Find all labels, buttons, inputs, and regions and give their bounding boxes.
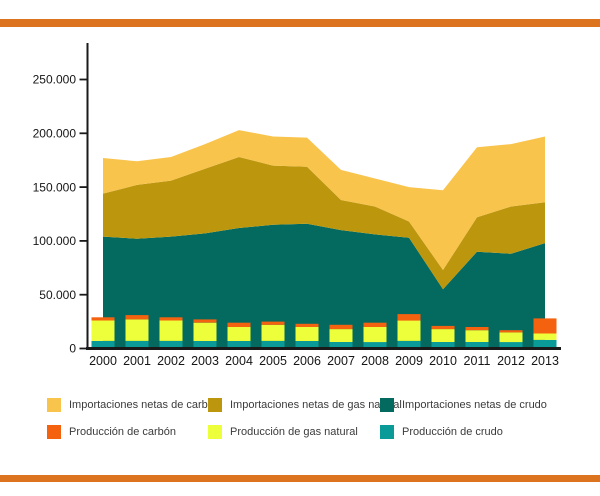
y-axis-tick-label: 250.000 — [33, 73, 77, 87]
legend-item-coal-imports: Importaciones netas de carbón — [47, 397, 220, 412]
coal-production-swatch — [47, 424, 61, 439]
y-axis-tick-label: 150.000 — [33, 180, 77, 194]
bar-2012-coal-production — [499, 330, 523, 333]
bar-2007-crude-production — [329, 342, 353, 349]
stacked-area-bar-chart: 0 50.000 100.000 150.000 200.000 250.000 2000 2… — [33, 43, 561, 368]
bar-2012-crude-production — [499, 342, 523, 349]
bar-2009-gas-production — [397, 320, 421, 341]
bar-2010-crude-production — [431, 342, 455, 349]
bar-2008-coal-production — [363, 322, 387, 327]
bar-2006-coal-production — [295, 323, 319, 327]
bar-2013-crude-production — [533, 339, 557, 349]
x-axis-year-label: 2010 — [429, 354, 457, 368]
legend-item-gas-imports: Importaciones netas de gas natural — [208, 397, 402, 412]
crude-imports-swatch — [380, 397, 394, 412]
bar-2005-gas-production — [261, 324, 285, 341]
bar-2011-coal-production — [465, 327, 489, 331]
gas-imports-swatch — [208, 397, 222, 412]
bar-2006-gas-production — [295, 327, 319, 341]
legend-label-coal-imports: Importaciones netas de carbón — [69, 398, 221, 411]
bar-2003-crude-production — [193, 341, 217, 349]
bar-2008-crude-production — [363, 342, 387, 349]
legend-item-coal-production: Producción de carbón — [47, 424, 176, 439]
bar-2004-coal-production — [227, 322, 251, 327]
bar-2003-gas-production — [193, 322, 217, 341]
x-axis-year-label: 2008 — [361, 354, 389, 368]
coal-imports-swatch — [47, 397, 61, 412]
legend-label-gas-production: Producción de gas natural — [230, 425, 358, 438]
legend-item-gas-production: Producción de gas natural — [208, 424, 358, 439]
x-axis-year-label: 2007 — [327, 354, 355, 368]
y-axis-tick-label: 200.000 — [33, 127, 77, 141]
bar-2010-coal-production — [431, 325, 455, 330]
y-axis-tick-label: 50.000 — [39, 288, 76, 302]
bar-2000-coal-production — [91, 317, 115, 321]
crude-production-swatch — [380, 424, 394, 439]
bar-2010-gas-production — [431, 329, 455, 342]
bar-2011-crude-production — [465, 342, 489, 349]
bar-2013-gas-production — [533, 333, 557, 340]
legend-item-crude-production: Producción de crudo — [380, 424, 503, 439]
bar-2002-crude-production — [159, 341, 183, 349]
bar-2005-crude-production — [261, 341, 285, 349]
x-axis-year-label: 2002 — [157, 354, 185, 368]
bar-2011-gas-production — [465, 330, 489, 342]
gas-production-swatch — [208, 424, 222, 439]
bar-2002-gas-production — [159, 320, 183, 341]
bar-2001-crude-production — [125, 341, 149, 349]
bar-2012-gas-production — [499, 332, 523, 343]
bar-2003-coal-production — [193, 319, 217, 323]
x-axis-year-label: 2006 — [293, 354, 321, 368]
y-axis-tick-label: 100.000 — [33, 234, 77, 248]
x-axis-year-label: 2011 — [464, 354, 491, 368]
area-coal-imports — [103, 130, 545, 270]
legend-label-coal-production: Producción de carbón — [69, 425, 177, 438]
bottom-border-bar — [0, 475, 600, 482]
bar-2000-gas-production — [91, 320, 115, 341]
x-axis-year-label: 2013 — [531, 354, 559, 368]
bar-2007-coal-production — [329, 324, 353, 330]
bar-2001-coal-production — [125, 315, 149, 320]
bar-2013-coal-production — [533, 318, 557, 334]
bar-2004-crude-production — [227, 341, 251, 349]
bar-2009-coal-production — [397, 314, 421, 321]
x-axis-year-label: 2003 — [191, 354, 219, 368]
bar-2008-gas-production — [363, 327, 387, 343]
area-gas-imports — [103, 157, 545, 290]
y-axis-tick-label: 0 — [69, 342, 76, 356]
x-axis-year-label: 2000 — [89, 354, 117, 368]
legend-label-crude-production: Producción de crudo — [402, 425, 503, 438]
bar-2009-crude-production — [397, 341, 421, 349]
x-axis-year-label: 2005 — [259, 354, 287, 368]
bar-2006-crude-production — [295, 341, 319, 349]
bar-2001-gas-production — [125, 319, 149, 341]
x-axis-year-label: 2001 — [123, 354, 151, 368]
bar-2004-gas-production — [227, 327, 251, 341]
legend-label-gas-imports: Importaciones netas de gas natural — [230, 398, 402, 411]
bar-2002-coal-production — [159, 317, 183, 321]
x-axis-year-label: 2009 — [395, 354, 423, 368]
bar-2005-coal-production — [261, 321, 285, 325]
top-border-bar — [0, 19, 600, 27]
area-crude-imports — [103, 223, 545, 349]
legend-item-crude-imports: Importaciones netas de crudo — [380, 397, 547, 412]
bar-2000-crude-production — [91, 341, 115, 349]
x-axis-year-label: 2012 — [497, 354, 525, 368]
bar-2007-gas-production — [329, 329, 353, 342]
x-axis-year-label: 2004 — [225, 354, 253, 368]
legend-label-crude-imports: Importaciones netas de crudo — [402, 398, 547, 411]
